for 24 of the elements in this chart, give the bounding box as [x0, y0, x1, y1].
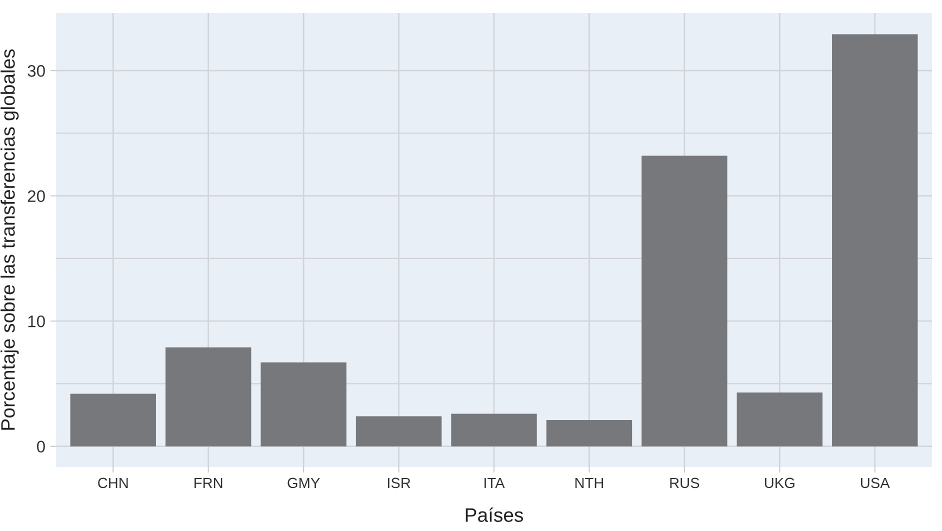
bar: [166, 347, 252, 446]
bar: [356, 416, 442, 446]
bar: [546, 420, 632, 446]
bar: [642, 156, 728, 446]
x-axis-title: Países: [466, 507, 524, 522]
x-tick-label: FRN: [194, 478, 222, 488]
x-tick-label: ITA: [484, 478, 505, 488]
bar: [736, 392, 822, 446]
x-tick-label: GMY: [288, 478, 320, 488]
x-tick-label: RUS: [670, 478, 700, 488]
bar: [832, 34, 918, 446]
x-tick-label: USA: [861, 478, 890, 488]
bar: [70, 394, 156, 446]
x-tick-label: NTH: [575, 478, 604, 488]
bar: [451, 414, 537, 446]
y-axis-title: Porcentaje sobre las transferencias globales: [0, 49, 19, 430]
x-tick-label: CHN: [98, 478, 128, 488]
x-tick-label: UKG: [764, 478, 794, 488]
y-tick-label: 20: [28, 190, 45, 202]
y-tick-label: 10: [28, 315, 45, 328]
y-tick-label: 30: [28, 65, 45, 77]
x-tick-label: ISR: [388, 478, 410, 488]
bar: [260, 362, 346, 446]
y-tick-label: 0: [36, 440, 45, 453]
